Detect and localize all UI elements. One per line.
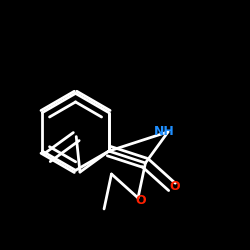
Text: NH: NH xyxy=(154,125,174,138)
Text: O: O xyxy=(136,194,146,207)
Text: O: O xyxy=(170,180,180,193)
